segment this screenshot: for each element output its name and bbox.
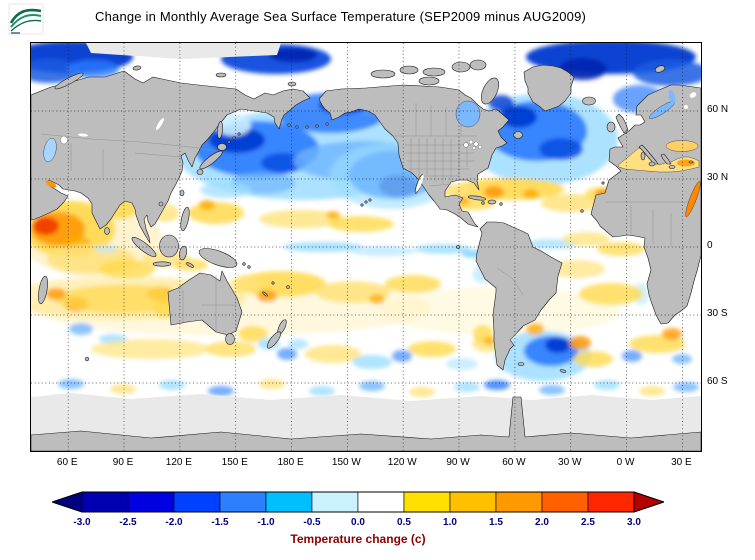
grid-layer <box>31 43 701 451</box>
colorbar-scale <box>50 491 666 518</box>
lon-label: 0 W <box>616 457 635 468</box>
colorbar: -3.0 -2.5 -2.0 -1.5 -1.0 -0.5 0.0 0.5 1.0 1.5 2.0 2… <box>50 491 666 553</box>
logo-wave-icon <box>8 3 44 35</box>
lat-label: 0 <box>707 240 713 251</box>
lon-label: 90 E <box>112 457 134 468</box>
colorbar-tick-label: -2.0 <box>165 517 183 528</box>
colorbar-tick-label: 0.5 <box>397 517 411 528</box>
colorbar-tick-label: 2.0 <box>535 517 549 528</box>
lon-label: 180 E <box>277 457 304 468</box>
colorbar-tick-label: -1.0 <box>257 517 275 528</box>
colorbar-tick-label: -3.0 <box>73 517 91 528</box>
colorbar-tick-label: -2.5 <box>119 517 137 528</box>
lon-label: 120 W <box>387 457 417 468</box>
lat-label: 60 S <box>707 376 728 387</box>
lat-label: 30 N <box>707 172 729 183</box>
colorbar-tick-label: -1.5 <box>211 517 229 528</box>
colorbar-tick-label: 1.5 <box>489 517 503 528</box>
colorbar-tick-label: 1.0 <box>443 517 457 528</box>
lon-label: 90 W <box>446 457 470 468</box>
colorbar-tick-label: -0.5 <box>303 517 321 528</box>
map-canvas <box>31 43 701 451</box>
lat-label: 30 S <box>707 308 728 319</box>
colorbar-tick-label: 0.0 <box>351 517 365 528</box>
lon-label: 150 E <box>221 457 248 468</box>
agency-logo <box>8 3 44 35</box>
lon-label: 30 E <box>671 457 692 468</box>
world-map <box>30 42 702 452</box>
lon-label: 60 E <box>56 457 78 468</box>
colorbar-tick-label: 3.0 <box>627 517 641 528</box>
colorbar-tick-label: 2.5 <box>581 517 595 528</box>
lat-label: 60 N <box>707 104 729 115</box>
page-title: Change in Monthly Average Sea Surface Te… <box>95 9 587 24</box>
lon-label: 150 W <box>331 457 361 468</box>
colorbar-svg <box>50 491 666 513</box>
inland-seas-layer <box>43 90 701 217</box>
colorbar-title: Temperature change (c) <box>290 532 426 546</box>
lon-label: 60 W <box>502 457 526 468</box>
political-borders <box>40 103 696 341</box>
lon-label: 120 E <box>165 457 192 468</box>
lon-label: 30 W <box>558 457 582 468</box>
